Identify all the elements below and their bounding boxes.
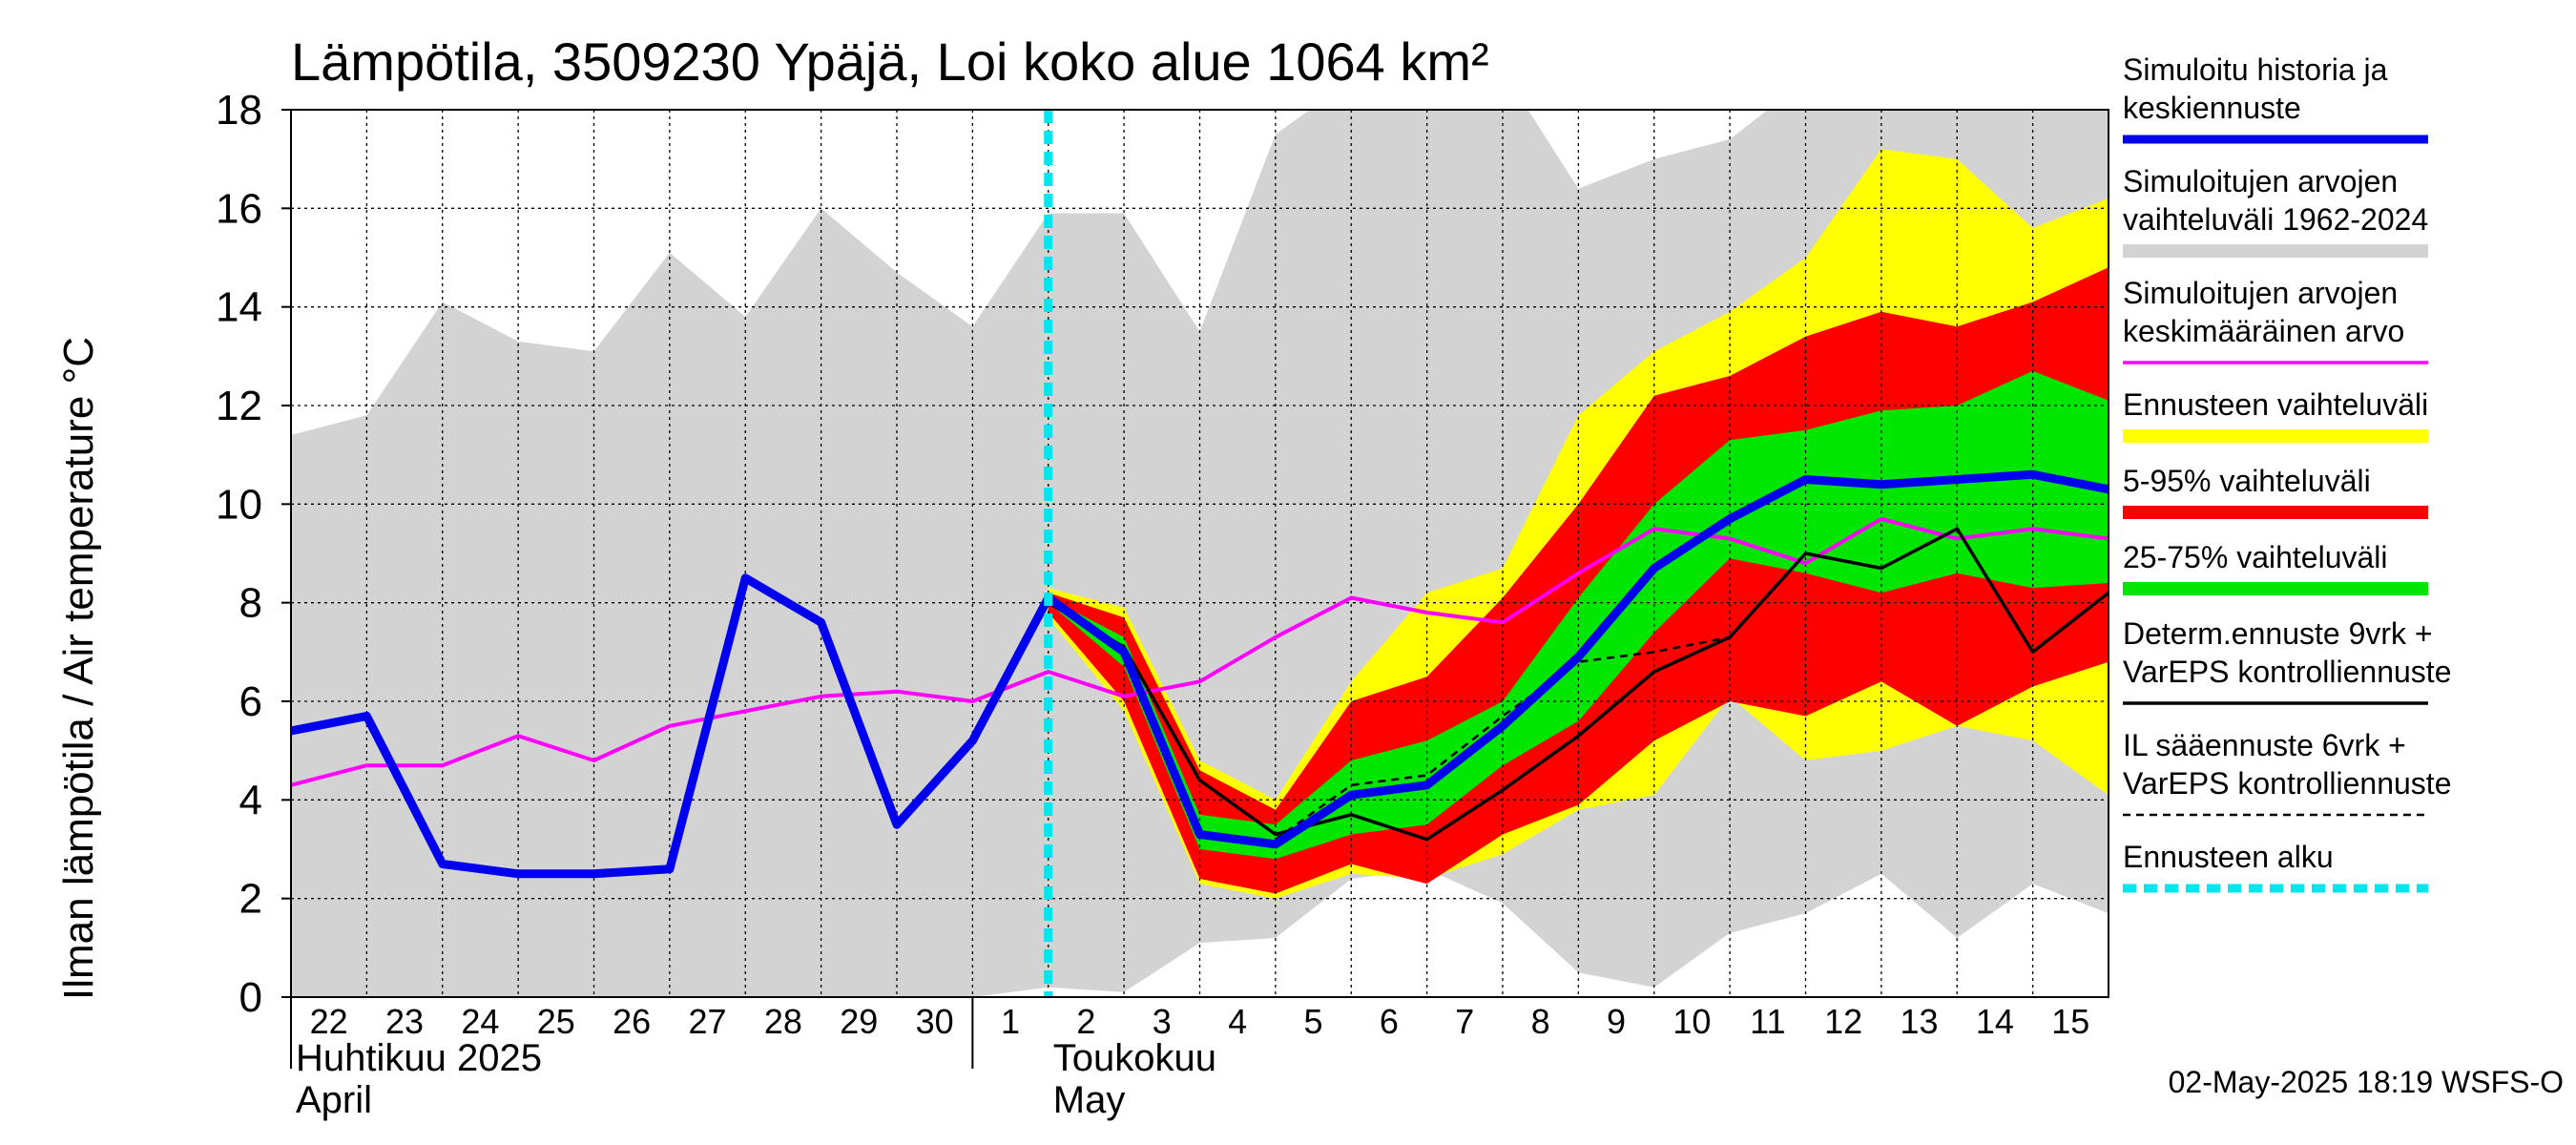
month-label-en: May xyxy=(1053,1079,1126,1121)
legend-text: Ennusteen alku xyxy=(2123,840,2334,874)
x-tick-label: 29 xyxy=(840,1002,878,1041)
legend-text: Simuloitujen arvojen xyxy=(2123,164,2398,198)
y-tick-label: 10 xyxy=(216,481,262,528)
x-tick-label: 3 xyxy=(1153,1002,1172,1041)
y-tick-label: 8 xyxy=(239,580,262,627)
x-tick-label: 4 xyxy=(1228,1002,1247,1041)
line-simuloitujen-arvojen-keskim-r-inen-arvo xyxy=(291,516,2109,787)
x-tick-label: 9 xyxy=(1607,1002,1626,1041)
legend-text: keskiennuste xyxy=(2123,91,2301,125)
x-tick-label: 27 xyxy=(689,1002,727,1041)
x-tick-label: 30 xyxy=(916,1002,954,1041)
y-tick-label: 6 xyxy=(239,678,262,725)
x-tick-label: 10 xyxy=(1672,1002,1711,1041)
y-tick-label: 18 xyxy=(216,87,262,134)
timestamp: 02-May-2025 18:19 WSFS-O xyxy=(2169,1065,2564,1099)
x-tick-label: 12 xyxy=(1824,1002,1862,1041)
x-tick-label: 25 xyxy=(537,1002,575,1041)
legend: Simuloitu historia ja keskiennuste Simuloi… xyxy=(2123,52,2451,893)
legend-text: vaihteluväli 1962-2024 xyxy=(2123,202,2428,237)
legend-text: VarEPS kontrolliennuste xyxy=(2123,766,2451,801)
x-tick-label: 6 xyxy=(1380,1002,1399,1041)
x-tick-label: 28 xyxy=(764,1002,802,1041)
x-tick-label: 23 xyxy=(385,1002,424,1041)
x-tick-label: 2 xyxy=(1076,1002,1095,1041)
y-axis-label: Ilman lämpötila / Air temperature °C xyxy=(55,337,102,1000)
legend-text: Determ.ennuste 9vrk + xyxy=(2123,616,2433,651)
legend-text: Ennusteen vaihteluväli xyxy=(2123,387,2428,422)
x-tick-label: 13 xyxy=(1901,1002,1939,1041)
x-tick-label: 24 xyxy=(461,1002,499,1041)
y-tick-label: 2 xyxy=(239,876,262,923)
band-25-75-vaihteluv-li xyxy=(1048,370,2109,860)
x-tick-label: 22 xyxy=(310,1002,348,1041)
y-tick-label: 0 xyxy=(239,974,262,1021)
legend-text: Simuloitu historia ja xyxy=(2123,52,2388,87)
x-tick-label: 14 xyxy=(1976,1002,2014,1041)
x-tick-label: 26 xyxy=(613,1002,651,1041)
x-tick-label: 1 xyxy=(1001,1002,1020,1041)
legend-text: 5-95% vaihteluväli xyxy=(2123,464,2371,498)
y-tick-label: 4 xyxy=(239,777,262,823)
x-tick-label: 8 xyxy=(1531,1002,1550,1041)
legend-text: 25-75% vaihteluväli xyxy=(2123,540,2388,574)
line-layer xyxy=(291,110,2109,997)
x-tick-label: 15 xyxy=(2051,1002,2089,1041)
x-tick-label: 7 xyxy=(1455,1002,1474,1041)
y-tick-label: 14 xyxy=(216,284,262,331)
x-tick-label: 5 xyxy=(1304,1002,1323,1041)
legend-text: keskimääräinen arvo xyxy=(2123,314,2404,348)
line-simuloitu-historia-ja-keskiennuste xyxy=(291,469,2109,879)
legend-text: IL sääennuste 6vrk + xyxy=(2123,728,2406,762)
y-tick-label: 16 xyxy=(216,185,262,232)
legend-text: VarEPS kontrolliennuste xyxy=(2123,655,2451,689)
y-tick-label: 12 xyxy=(216,383,262,429)
plot-frame xyxy=(290,109,2109,998)
chart-title: Lämpötila, 3509230 Ypäjä, Loi koko alue … xyxy=(291,31,1489,92)
month-label: Huhtikuu 2025 xyxy=(296,1037,542,1079)
legend-text: Simuloitujen arvojen xyxy=(2123,276,2398,310)
x-tick-label: 11 xyxy=(1750,1002,1785,1041)
grid-layer xyxy=(291,110,2109,997)
month-label-en: April xyxy=(296,1079,372,1121)
month-label: Toukokuu xyxy=(1053,1037,1216,1079)
